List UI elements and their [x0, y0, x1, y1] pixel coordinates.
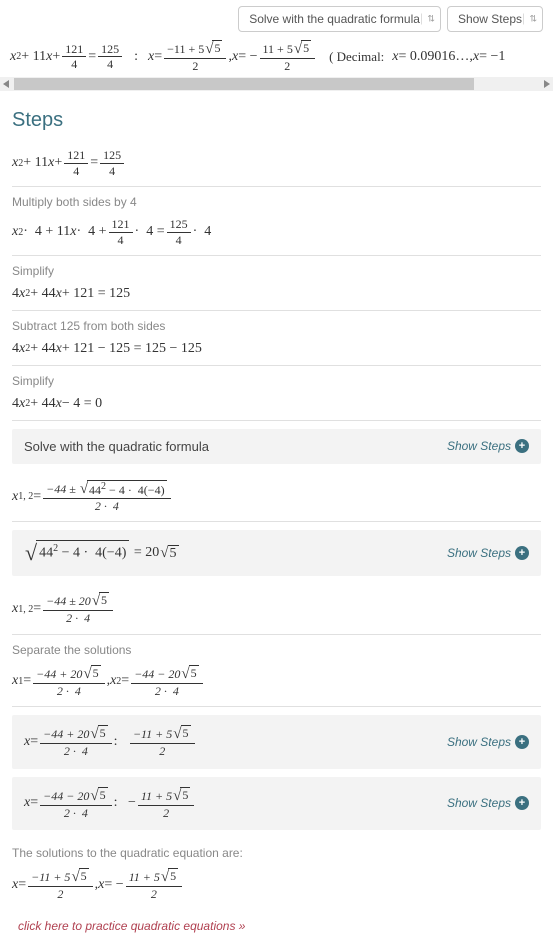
- step-math: x1, 2 = −44 ± 2052 · 4: [12, 592, 541, 625]
- step-math: 4x2 + 44x + 121 − 125 = 125 − 125: [12, 341, 541, 357]
- steps-title: Steps: [12, 103, 541, 140]
- show-steps-text: Show Steps: [447, 439, 511, 453]
- plus-icon: +: [515, 439, 529, 453]
- step-label: Simplify: [12, 264, 541, 278]
- step-label: The solutions to the quadratic equation …: [12, 846, 541, 860]
- result-solution: x = −11 + 552, x = − 11 + 552: [148, 40, 317, 73]
- box-label: Solve with the quadratic formula: [24, 439, 209, 454]
- plus-icon: +: [515, 546, 529, 560]
- step-10-box: x = −44 + 2052 · 4: −11 + 552 Show Steps…: [12, 715, 541, 768]
- show-steps-text: Show Steps: [447, 546, 511, 560]
- show-steps-text: Show Steps: [447, 735, 511, 749]
- step-math: x1, 2 = −44 ± 442 − 4 · 4(−4)2 · 4: [12, 480, 541, 513]
- steps-container: Steps x2 + 11x + 1214 = 1254 Multiply bo…: [0, 95, 553, 951]
- result-colon: :: [134, 49, 138, 65]
- step-0: x2 + 11x + 1214 = 1254: [12, 140, 541, 187]
- step-8: x1, 2 = −44 ± 2052 · 4: [12, 584, 541, 634]
- result-line: x2 + 11x + 1214 = 1254 : x = −11 + 552, …: [0, 36, 553, 75]
- decimal-label: ( Decimal:: [329, 49, 384, 65]
- step-label: Simplify: [12, 374, 541, 388]
- scroll-thumb[interactable]: [14, 78, 474, 90]
- step-math: x2 · 4 + 11x · 4 + 1214 · 4 = 1254 · 4: [12, 217, 541, 247]
- step-3: Subtract 125 from both sides 4x2 + 44x +…: [12, 311, 541, 366]
- step-math: x1 = −44 + 2052 · 4, x2 = −44 − 2052 · 4: [12, 665, 541, 698]
- box-math: 442 − 4 · 4(−4) = 205: [24, 540, 180, 566]
- box-math: x = −44 − 2052 · 4: − 11 + 552: [24, 787, 196, 820]
- step-11-box: x = −44 − 2052 · 4: − 11 + 552 Show Step…: [12, 777, 541, 830]
- step-5-box: Solve with the quadratic formula Show St…: [12, 429, 541, 464]
- horizontal-scrollbar[interactable]: [0, 77, 553, 91]
- step-math: 4x2 + 44x − 4 = 0: [12, 396, 541, 412]
- show-steps-link[interactable]: Show Steps +: [447, 796, 529, 810]
- result-equation: x2 + 11x + 1214 = 1254: [10, 42, 124, 72]
- step-6: x1, 2 = −44 ± 442 − 4 · 4(−4)2 · 4: [12, 472, 541, 522]
- top-controls: Solve with the quadratic formula Show St…: [0, 0, 553, 36]
- show-steps-link[interactable]: Show Steps +: [447, 735, 529, 749]
- step-7-box: 442 − 4 · 4(−4) = 205 Show Steps +: [12, 530, 541, 576]
- box-math: x = −44 + 2052 · 4: −11 + 552: [24, 725, 197, 758]
- step-9: Separate the solutions x1 = −44 + 2052 ·…: [12, 635, 541, 707]
- decimal-values: x = 0.09016…, x = −1: [392, 49, 505, 65]
- plus-icon: +: [515, 796, 529, 810]
- show-steps-link[interactable]: Show Steps +: [447, 546, 529, 560]
- show-steps-link[interactable]: Show Steps +: [447, 439, 529, 453]
- step-12: The solutions to the quadratic equation …: [12, 838, 541, 909]
- step-1: Multiply both sides by 4 x2 · 4 + 11x · …: [12, 187, 541, 256]
- step-label: Separate the solutions: [12, 643, 541, 657]
- practice-link[interactable]: click here to practice quadratic equatio…: [12, 909, 541, 943]
- steps-dropdown[interactable]: Show Steps: [447, 6, 543, 32]
- plus-icon: +: [515, 735, 529, 749]
- step-math: x2 + 11x + 1214 = 1254: [12, 148, 541, 178]
- step-label: Multiply both sides by 4: [12, 195, 541, 209]
- step-math: x = −11 + 552, x = − 11 + 552: [12, 868, 541, 901]
- method-dropdown[interactable]: Solve with the quadratic formula: [238, 6, 441, 32]
- step-2: Simplify 4x2 + 44x + 121 = 125: [12, 256, 541, 311]
- step-math: 4x2 + 44x + 121 = 125: [12, 286, 541, 302]
- step-4: Simplify 4x2 + 44x − 4 = 0: [12, 366, 541, 421]
- show-steps-text: Show Steps: [447, 796, 511, 810]
- step-label: Subtract 125 from both sides: [12, 319, 541, 333]
